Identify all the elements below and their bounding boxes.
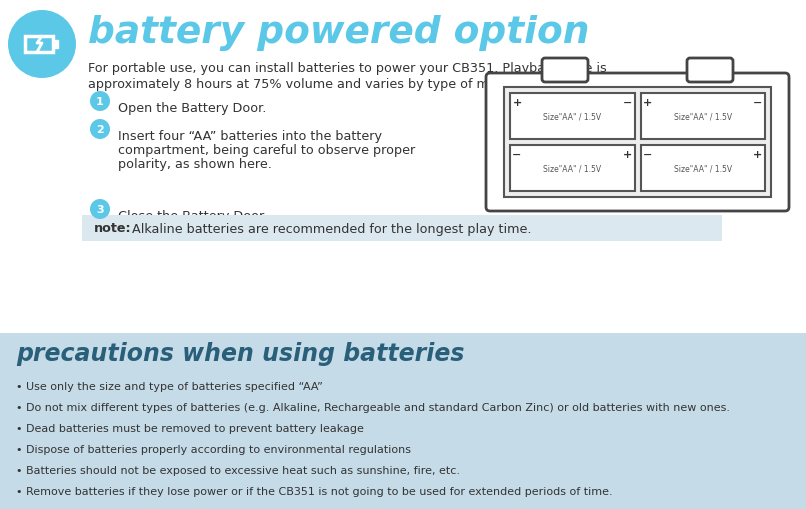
FancyBboxPatch shape (687, 59, 733, 83)
Text: precautions when using batteries: precautions when using batteries (16, 342, 464, 365)
Text: • Use only the size and type of batteries specified “AA”: • Use only the size and type of batterie… (16, 381, 323, 391)
Bar (504, 88, 771, 197)
Text: 1: 1 (96, 97, 104, 107)
Text: battery powered option: battery powered option (88, 15, 589, 51)
Text: +: + (643, 98, 652, 108)
Bar (510, 146, 634, 191)
FancyBboxPatch shape (542, 59, 588, 83)
Text: −: − (623, 98, 632, 108)
Text: note:: note: (94, 222, 131, 235)
Text: Size"AA" / 1.5V: Size"AA" / 1.5V (674, 112, 732, 121)
Text: For portable use, you can install batteries to power your CB351. Playback time i: For portable use, you can install batter… (88, 62, 607, 75)
Text: approximately 8 hours at 75% volume and varies by type of music.: approximately 8 hours at 75% volume and … (88, 78, 518, 91)
Circle shape (90, 200, 110, 219)
Bar (82, 216, 722, 242)
Text: Size"AA" / 1.5V: Size"AA" / 1.5V (674, 164, 732, 173)
Text: Size"AA" / 1.5V: Size"AA" / 1.5V (543, 112, 601, 121)
Text: 3: 3 (96, 205, 104, 215)
Text: • Batteries should not be exposed to excessive heat such as sunshine, fire, etc.: • Batteries should not be exposed to exc… (16, 465, 460, 475)
Circle shape (8, 11, 76, 79)
Text: −: − (643, 150, 652, 160)
Text: 2: 2 (96, 125, 104, 135)
Text: compartment, being careful to observe proper: compartment, being careful to observe pr… (118, 144, 415, 157)
Circle shape (90, 120, 110, 140)
Bar (510, 94, 634, 140)
Text: • Dead batteries must be removed to prevent battery leakage: • Dead batteries must be removed to prev… (16, 423, 364, 433)
Text: Alkaline batteries are recommended for the longest play time.: Alkaline batteries are recommended for t… (128, 222, 531, 235)
Text: • Dispose of batteries properly according to environmental regulations: • Dispose of batteries properly accordin… (16, 444, 411, 454)
Text: • Remove batteries if they lose power or if the CB351 is not going to be used fo: • Remove batteries if they lose power or… (16, 486, 613, 496)
Text: • Do not mix different types of batteries (e.g. Alkaline, Rechargeable and stand: • Do not mix different types of batterie… (16, 402, 730, 412)
Text: Close the Battery Door.: Close the Battery Door. (118, 210, 268, 222)
FancyBboxPatch shape (486, 74, 789, 212)
Bar (0, 0, 806, 333)
Text: Size"AA" / 1.5V: Size"AA" / 1.5V (543, 164, 601, 173)
Bar (0, 333, 806, 509)
Text: polarity, as shown here.: polarity, as shown here. (118, 158, 272, 171)
Text: Insert four “AA” batteries into the battery: Insert four “AA” batteries into the batt… (118, 130, 382, 143)
Text: +: + (513, 98, 521, 108)
Bar (641, 94, 765, 140)
Text: −: − (754, 98, 762, 108)
Bar (641, 146, 765, 191)
Bar (25, 37, 53, 53)
Bar (53, 41, 58, 49)
Text: −: − (513, 150, 521, 160)
Text: Open the Battery Door.: Open the Battery Door. (118, 102, 266, 115)
Circle shape (90, 92, 110, 112)
Text: +: + (623, 150, 632, 160)
Text: +: + (754, 150, 762, 160)
